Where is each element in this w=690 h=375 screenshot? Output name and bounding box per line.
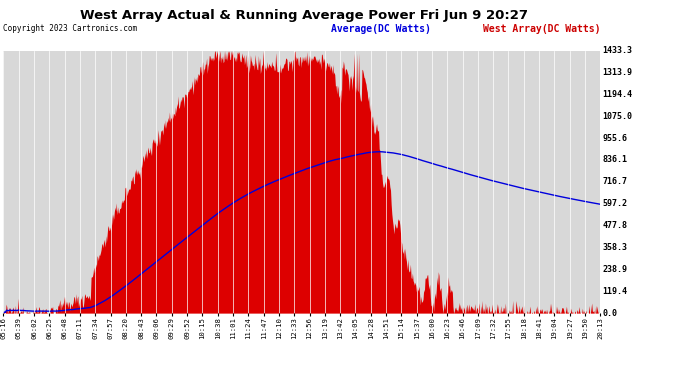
Text: 1194.4: 1194.4 <box>602 90 632 99</box>
Text: 597.2: 597.2 <box>602 199 627 208</box>
Text: 1433.3: 1433.3 <box>602 46 632 55</box>
Text: 836.1: 836.1 <box>602 156 627 165</box>
Text: 716.7: 716.7 <box>602 177 627 186</box>
Text: Copyright 2023 Cartronics.com: Copyright 2023 Cartronics.com <box>3 24 137 33</box>
Text: 1313.9: 1313.9 <box>602 68 632 77</box>
Text: 358.3: 358.3 <box>602 243 627 252</box>
Text: West Array(DC Watts): West Array(DC Watts) <box>483 24 600 34</box>
Text: 477.8: 477.8 <box>602 221 627 230</box>
Text: West Array Actual & Running Average Power Fri Jun 9 20:27: West Array Actual & Running Average Powe… <box>79 9 528 22</box>
Text: 955.6: 955.6 <box>602 134 627 142</box>
Text: 119.4: 119.4 <box>602 287 627 296</box>
Text: 238.9: 238.9 <box>602 265 627 274</box>
Text: 0.0: 0.0 <box>602 309 618 318</box>
Text: 1075.0: 1075.0 <box>602 112 632 121</box>
Text: Average(DC Watts): Average(DC Watts) <box>331 24 431 34</box>
